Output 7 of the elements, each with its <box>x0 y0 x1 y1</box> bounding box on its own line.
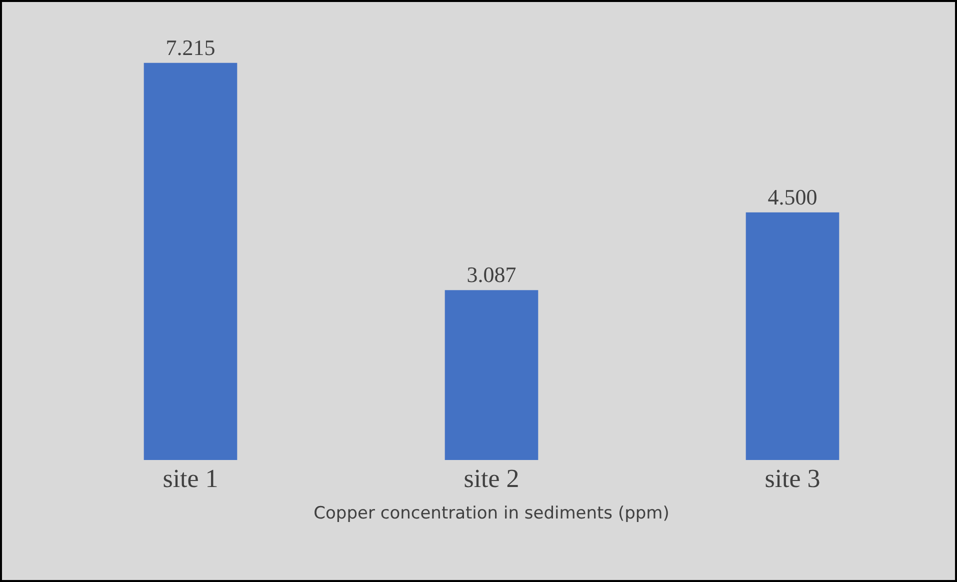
data-label: 3.087 <box>466 262 516 288</box>
x-axis-title: Copper concentration in sediments (ppm) <box>314 503 670 524</box>
x-tick-label: site 2 <box>464 464 520 493</box>
x-tick-label: site 3 <box>764 464 820 493</box>
data-label: 4.500 <box>768 184 818 210</box>
data-label: 7.215 <box>166 34 216 60</box>
x-tick-label: site 1 <box>162 464 218 493</box>
